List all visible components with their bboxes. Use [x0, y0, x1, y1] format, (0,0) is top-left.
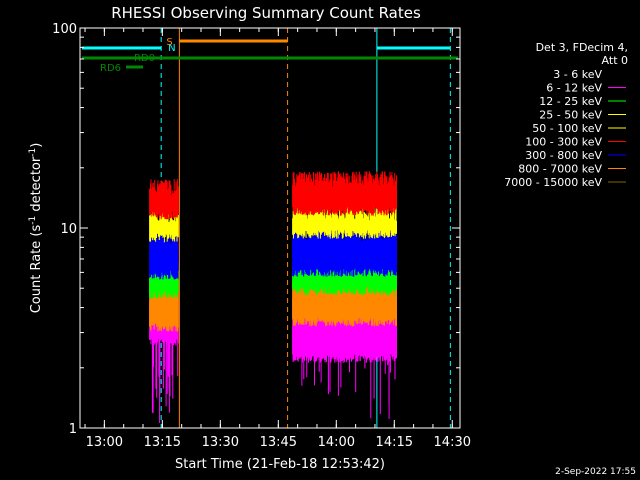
legend-label: 6 - 12 keV — [546, 82, 602, 95]
plot-area: NS RD0 RD6 — [82, 28, 458, 428]
series-band — [149, 208, 179, 243]
y-axis-label-sup2: -1 — [28, 148, 38, 157]
axes: 13:00 13:15 13:30 13:45 14:00 14:15 14:30 1 10 10… — [52, 22, 471, 450]
chart-title: RHESSI Observing Summary Count Rates — [111, 4, 421, 22]
x-tick-label: 13:00 — [86, 435, 123, 450]
x-axis-label: Start Time (21-Feb-18 12:53:42) — [175, 457, 385, 472]
x-tick-label: 13:15 — [144, 435, 181, 450]
series-band — [292, 171, 397, 216]
legend-label: 12 - 25 keV — [539, 95, 602, 108]
series-dips — [301, 355, 396, 419]
legend-label: 100 - 300 keV — [525, 136, 602, 149]
rd0-label: RD0 — [134, 53, 155, 64]
series-band — [149, 179, 179, 220]
y-tick-label: 10 — [60, 222, 77, 237]
y-axis-label-mid: detector — [29, 156, 44, 216]
series-band — [292, 225, 397, 277]
footer-date: 2-Sep-2022 17:55 — [555, 467, 636, 477]
series-25-50-kev — [149, 204, 397, 243]
x-tick-label: 13:45 — [260, 435, 297, 450]
saa-label: S — [166, 37, 172, 48]
legend-label: 50 - 100 keV — [532, 122, 602, 135]
night-label: N — [168, 43, 175, 54]
series-band — [292, 273, 397, 327]
x-tick-label: 14:00 — [318, 435, 355, 450]
series-band — [149, 230, 179, 280]
series-band — [292, 204, 397, 239]
x-tick-label: 14:30 — [434, 435, 471, 450]
legend-header-1: Det 3, FDecim 4, — [536, 41, 628, 54]
plot-frame — [79, 27, 461, 429]
y-axis-label-end: ) — [29, 143, 44, 148]
y-axis-label-sup1: -1 — [28, 216, 38, 225]
y-axis-label-main: Count Rate (s — [29, 225, 44, 314]
y-tick-label: 1 — [69, 422, 77, 437]
rd6-label: RD6 — [100, 63, 121, 74]
y-axis-label: Count Rate (s-1 detector-1) — [28, 143, 44, 314]
legend-label: 800 - 7000 keV — [518, 163, 602, 176]
legend-label: 7000 - 15000 keV — [504, 176, 602, 189]
series-band — [149, 277, 179, 332]
y-tick-label: 100 — [52, 22, 77, 37]
legend-label: 25 - 50 keV — [539, 109, 602, 122]
legend-label: 3 - 6 keV — [553, 68, 602, 81]
legend-header-2: Att 0 — [602, 54, 628, 67]
legend-label: 300 - 800 keV — [525, 149, 602, 162]
series-800-7000-kev — [149, 273, 397, 332]
series-dips — [151, 338, 179, 423]
x-tick-label: 14:15 — [376, 435, 413, 450]
x-tick-label: 13:30 — [202, 435, 239, 450]
series-100-300-kev — [149, 171, 397, 220]
series-300-800-kev — [149, 225, 397, 280]
